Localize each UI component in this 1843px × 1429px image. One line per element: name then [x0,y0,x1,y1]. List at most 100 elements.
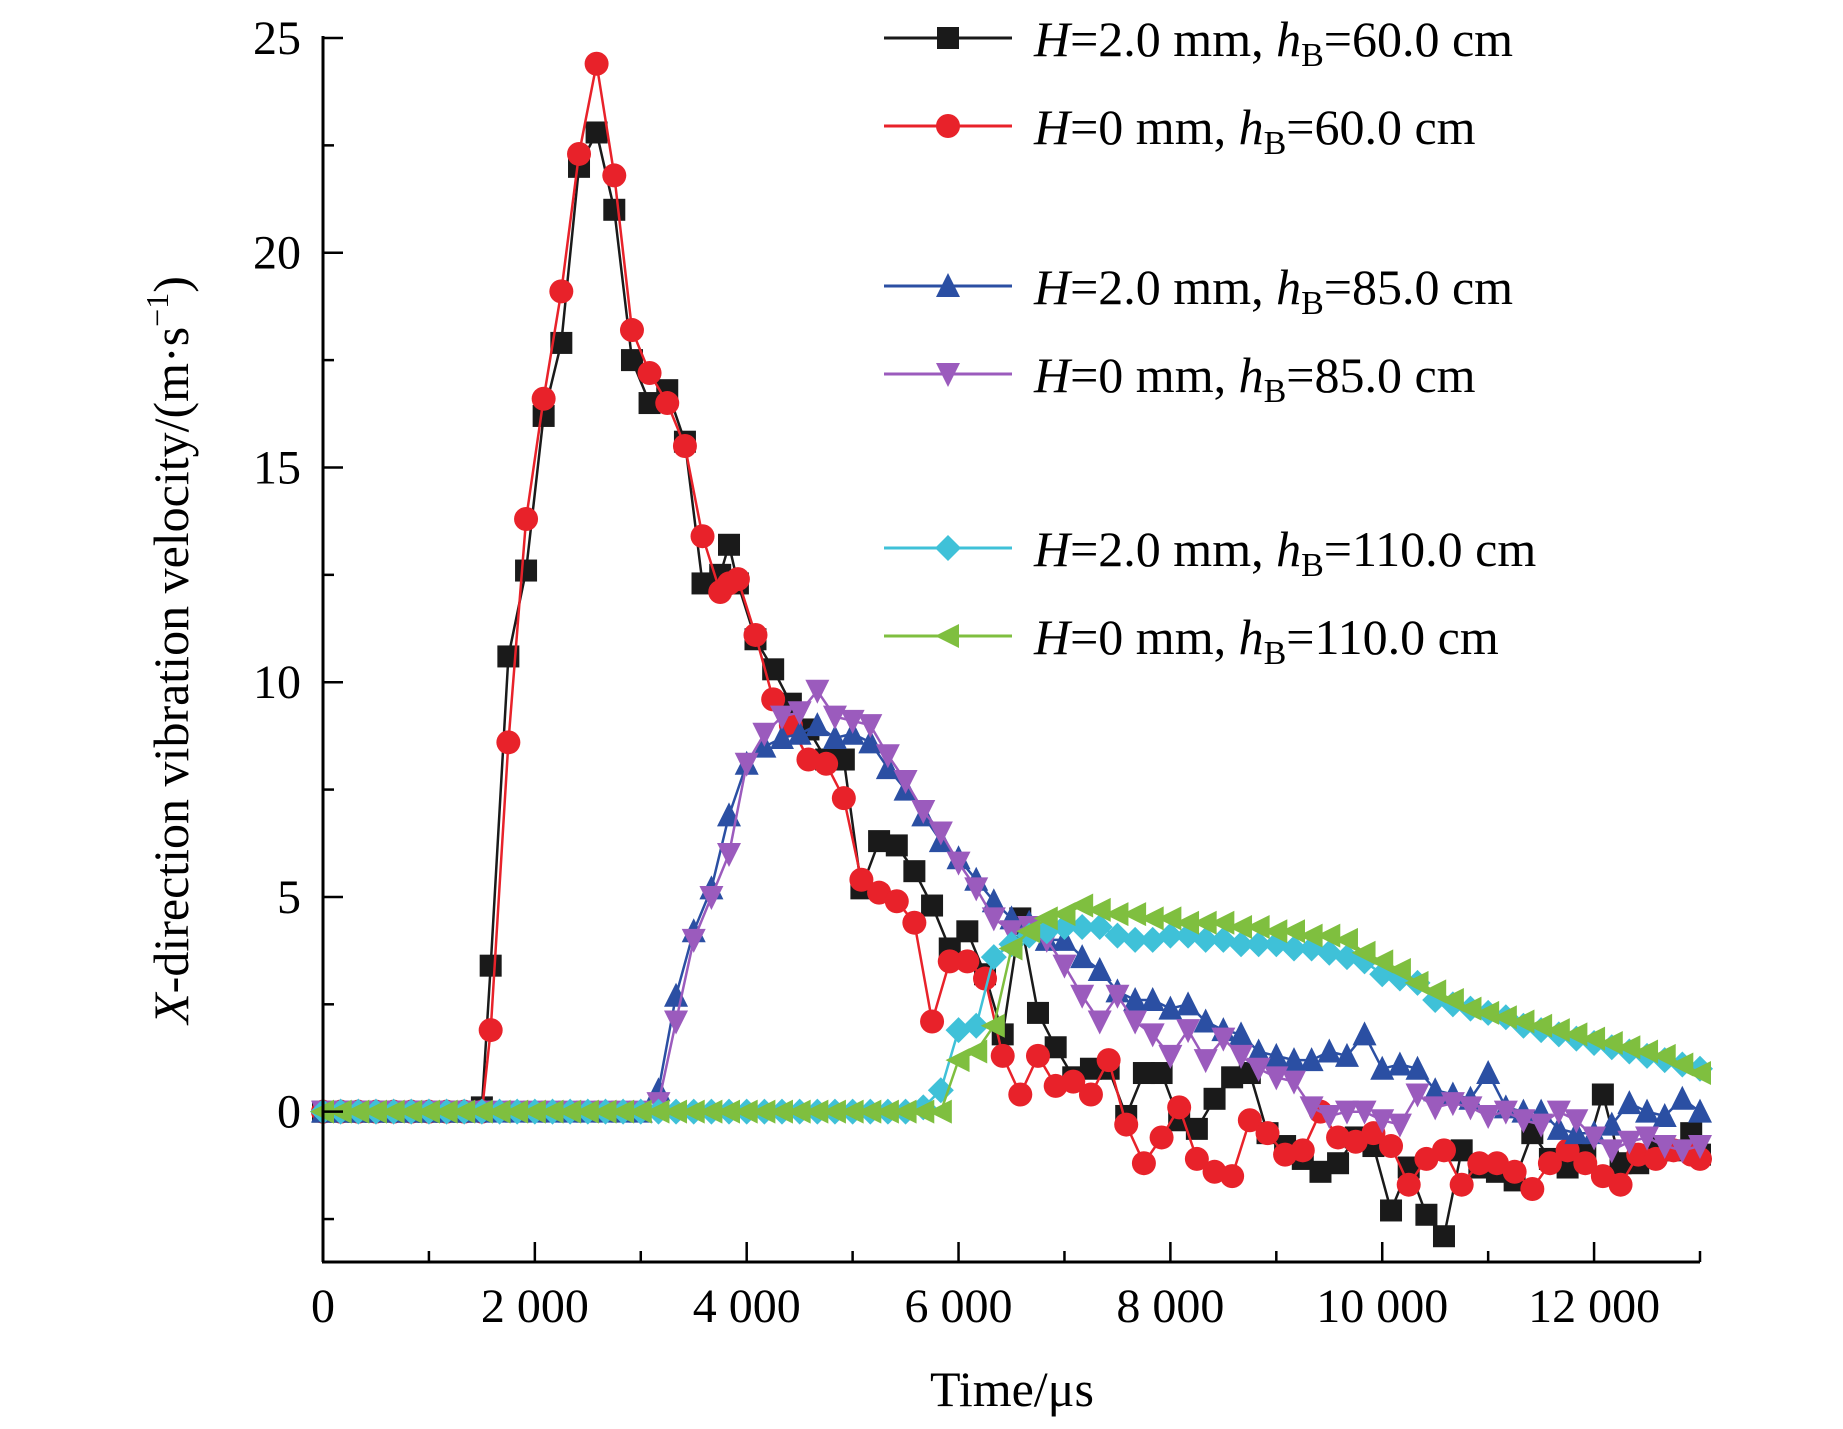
data-point [1290,1138,1315,1163]
data-point [1457,996,1482,1021]
data-point [1556,1156,1579,1179]
data-point [822,725,847,750]
data-point [663,1099,688,1124]
y-tick-label: 0 [277,1086,301,1139]
data-point [603,198,626,221]
data-point [1598,1030,1623,1055]
data-point [874,1099,899,1124]
data-point [1149,1125,1174,1150]
data-point [1087,956,1112,981]
data-point [769,705,794,730]
data-point [1245,931,1272,958]
data-point [1123,1010,1148,1035]
data-point [839,1099,864,1124]
data-point [885,834,908,857]
data-point [1440,1092,1465,1117]
data-point [927,1077,954,1104]
x-tick-label: 10 000 [1316,1280,1448,1333]
data-point [1617,1130,1642,1155]
data-point [1079,1057,1102,1080]
data-point [664,1010,689,1035]
x-tick-label: 8 000 [1116,1280,1224,1333]
data-point [1237,1108,1262,1133]
data-point [637,360,662,385]
data-point [1333,944,1360,971]
data-point [921,894,944,917]
data-point [1210,910,1235,935]
data-point [1651,1043,1676,1068]
series-6 [310,893,1711,1124]
data-point [1192,926,1219,953]
data-point [1317,1104,1342,1129]
data-point [362,1099,387,1124]
data-point [814,751,839,776]
data-point [1264,1042,1289,1067]
data-point [433,1099,458,1124]
data-point [946,851,971,876]
data-point [840,709,865,734]
legend-item: H=0 mm, hB=110.0 cm [884,609,1499,672]
data-point [1229,1044,1254,1069]
data-point [1167,1095,1192,1120]
data-point [1122,902,1147,927]
data-point [1450,1139,1473,1162]
data-point [1070,984,1095,1009]
data-point [1670,1085,1695,1110]
data-point [1635,1098,1660,1123]
data-point [805,679,830,704]
legend-item: H=0 mm, hB=60.0 cm [884,99,1476,162]
data-point [752,722,777,747]
data-point [1688,1098,1712,1123]
data-point [822,705,847,730]
data-point [532,404,555,427]
data-point [1175,910,1200,935]
data-point [557,1099,582,1124]
data-point [549,279,574,304]
data-point [468,1099,493,1124]
data-point [584,51,609,76]
data-point [903,860,926,883]
data-point [1158,995,1183,1020]
data-point [1192,910,1217,935]
data-point [1423,1077,1448,1102]
x-tick-label: 0 [311,1280,335,1333]
data-point [1476,1060,1501,1085]
data-point [1026,1001,1049,1024]
x-tick-label: 12 000 [1528,1280,1660,1333]
data-point [1317,1038,1342,1063]
legend-label: H=2.0 mm, hB=85.0 cm [1033,259,1513,322]
data-point [857,1099,882,1124]
data-point [1122,926,1149,953]
data-point [1281,1070,1306,1095]
data-point [1069,914,1096,941]
data-point [496,730,521,755]
data-point [1070,944,1095,969]
data-point [1203,1087,1226,1110]
data-point [1616,1035,1641,1060]
axes [321,36,1700,1264]
data-point [1211,1027,1236,1052]
legend-marker [936,363,960,387]
data-point [1379,1134,1404,1159]
legend: H=2.0 mm, hB=60.0 cm H=0 mm, hB=60.0 cm H=… [884,11,1536,672]
y-tick-label: 20 [253,227,301,280]
data-point [1123,987,1148,1012]
data-point [1228,931,1255,958]
data-point [1086,897,1111,922]
x-tick-label: 6 000 [905,1280,1013,1333]
data-point [415,1099,440,1124]
data-point [398,1099,423,1124]
data-point [1405,1083,1430,1108]
data-point [1502,1159,1527,1184]
data-point [504,1099,529,1124]
data-point [610,1099,635,1124]
data-point [1582,1126,1607,1151]
data-point [1351,940,1376,965]
data-point [761,687,786,712]
data-point [1431,1138,1456,1163]
legend-marker [935,535,961,561]
data-point [1281,1047,1306,1072]
data-point [849,867,874,892]
data-point [1255,1121,1280,1146]
